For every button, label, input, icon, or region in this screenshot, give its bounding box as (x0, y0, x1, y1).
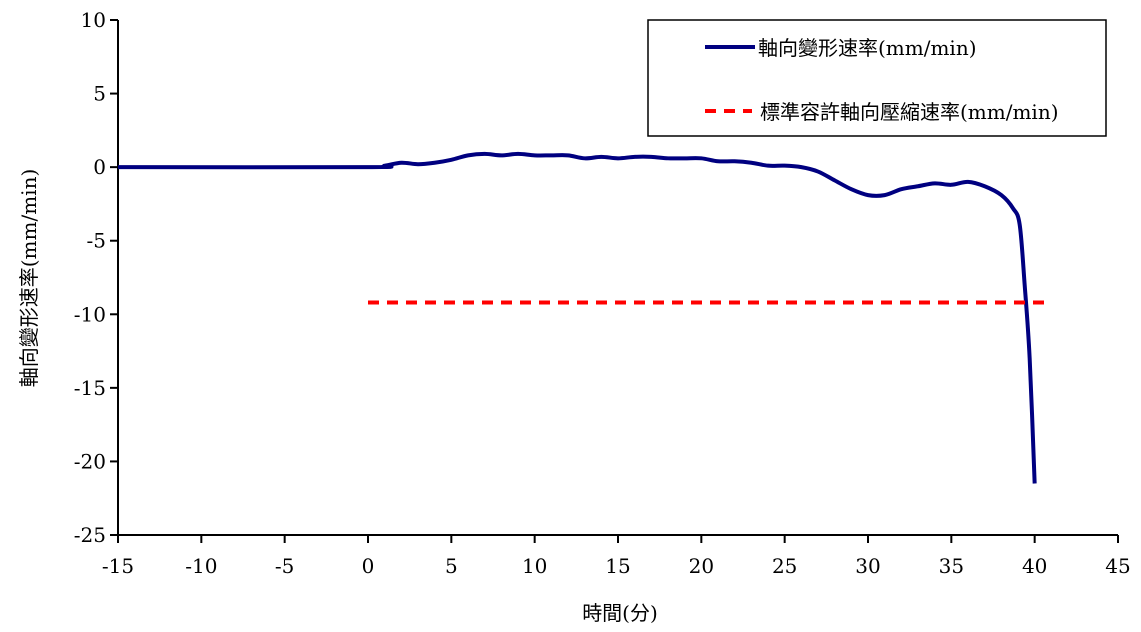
y-tick-label: -25 (74, 523, 106, 547)
y-tick-label: -20 (74, 449, 106, 473)
y-tick-labels: 10 5 0 -5 -10 -15 -20 -25 (74, 8, 106, 547)
x-tick-label: 25 (772, 554, 797, 578)
x-tick-label: 35 (939, 554, 964, 578)
y-tick-label: -5 (87, 229, 106, 253)
y-axis-title: 軸向變形速率(mm/min) (17, 169, 41, 388)
legend: 軸向變形速率(mm/min) 標準容許軸向壓縮速率(mm/min) (647, 19, 1107, 137)
axes (110, 19, 1119, 543)
legend-box (647, 19, 1107, 137)
x-tick-label: 5 (445, 554, 458, 578)
x-axis-title: 時間(分) (582, 601, 658, 625)
x-tick-label: -10 (185, 554, 217, 578)
legend-clip-group: 軸向變形速率(mm/min) 標準容許軸向壓縮速率(mm/min) (705, 36, 1059, 124)
series-layer (117, 151, 1047, 484)
series-1-line (117, 151, 1037, 484)
x-tick-label: 10 (522, 554, 547, 578)
legend-label-series-2: 標準容許軸向壓縮速率(mm/min) (760, 100, 1059, 124)
y-tick-label: 5 (93, 82, 106, 106)
x-tick-label: 40 (1022, 554, 1047, 578)
legend-label-series-1: 軸向變形速率(mm/min) (758, 36, 977, 60)
y-tick-label: -15 (74, 376, 106, 400)
y-tick-label: -10 (74, 302, 106, 326)
legend-label-series-2-text: 標準容許軸向壓縮速率(mm/min) (760, 100, 1059, 124)
y-tick-label: 10 (81, 8, 106, 32)
x-tick-labels: -15 -10 -5 0 5 10 15 20 25 30 35 40 45 (102, 554, 1131, 578)
x-tick-label: 20 (689, 554, 714, 578)
x-tick-label: -15 (102, 554, 134, 578)
x-tick-label: 0 (362, 554, 375, 578)
x-tick-label: 45 (1105, 554, 1130, 578)
x-tick-label: 15 (605, 554, 630, 578)
x-tick-label: -5 (275, 554, 294, 578)
x-tick-label: 30 (855, 554, 880, 578)
y-tick-label: 0 (93, 155, 106, 179)
